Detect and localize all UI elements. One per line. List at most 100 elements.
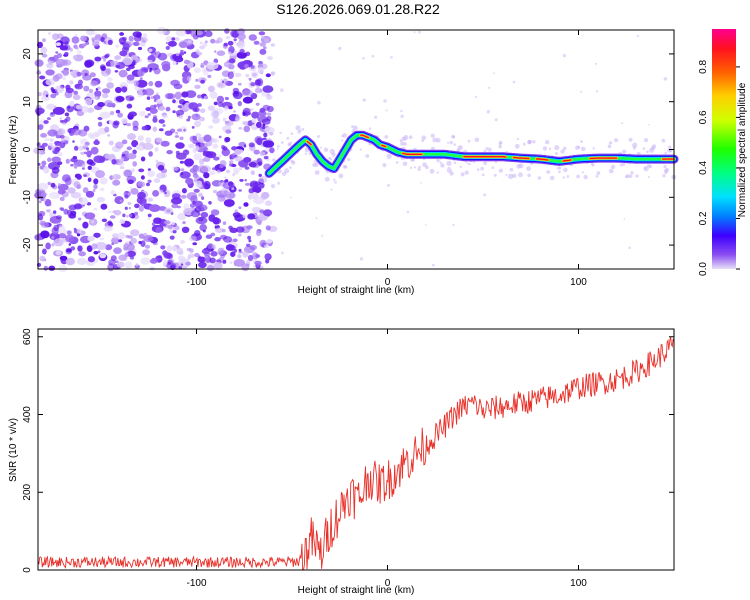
noise-speckle	[239, 166, 243, 171]
faint-dot	[556, 167, 559, 170]
noise-speckle	[74, 33, 78, 37]
noise-speckle	[256, 121, 262, 128]
noise-speckle	[222, 78, 228, 85]
noise-speckle	[103, 41, 107, 44]
ridge-haze	[614, 138, 619, 143]
noise-speckle	[244, 64, 249, 69]
ridge-haze	[592, 147, 595, 150]
noise-speckle	[195, 78, 199, 82]
ridge-haze	[270, 184, 276, 189]
ridge-haze	[324, 176, 330, 182]
noise-speckle	[202, 157, 211, 162]
noise-speckle	[228, 58, 236, 64]
x-tick-label: -100	[187, 277, 207, 288]
noise-speckle	[265, 225, 271, 231]
ridge-haze	[516, 163, 522, 169]
snr-line	[37, 336, 675, 571]
noise-speckle	[158, 105, 166, 111]
noise-speckle	[152, 126, 157, 132]
noise-speckle	[210, 232, 216, 237]
noise-speckle	[237, 41, 246, 49]
noise-speckle	[133, 41, 140, 47]
noise-speckle	[174, 37, 180, 41]
noise-speckle	[90, 220, 95, 224]
noise-speckle	[124, 194, 129, 199]
noise-speckle	[187, 256, 191, 260]
ridge-haze	[648, 164, 653, 169]
noise-speckle	[206, 264, 215, 272]
noise-speckle	[72, 72, 78, 79]
noise-speckle	[224, 176, 228, 179]
noise-speckle	[227, 40, 234, 46]
ridge-haze	[440, 163, 445, 168]
noise-speckle	[91, 243, 98, 250]
ridge-haze	[635, 174, 639, 178]
noise-speckle	[51, 235, 55, 240]
noise-speckle	[256, 157, 263, 166]
noise-speckle	[76, 233, 81, 237]
noise-speckle	[197, 204, 208, 212]
ridge-hot-red	[402, 152, 423, 156]
noise-speckle	[59, 45, 69, 51]
noise-speckle	[92, 131, 101, 137]
noise-speckle	[121, 118, 128, 124]
noise-speckle	[72, 55, 77, 60]
faint-dot	[400, 109, 403, 113]
noise-speckle	[236, 114, 239, 118]
noise-speckle	[225, 36, 231, 40]
noise-speckle	[185, 177, 194, 185]
noise-speckle	[107, 210, 112, 213]
y-tick-label: 400	[22, 406, 33, 423]
noise-speckle	[49, 191, 61, 199]
faint-dot	[397, 156, 399, 159]
noise-speckle	[103, 58, 107, 62]
noise-speckle	[35, 107, 45, 115]
noise-speckle	[174, 227, 179, 230]
noise-speckle	[130, 229, 140, 237]
noise-speckle	[121, 139, 128, 145]
noise-speckle	[109, 215, 116, 219]
noise-speckle	[193, 188, 200, 193]
ridge-haze	[542, 146, 548, 151]
ridge-haze	[277, 181, 281, 185]
noise-speckle	[157, 52, 168, 61]
noise-speckle	[71, 36, 80, 44]
colorbar-label: Normalized spectral amplitude	[737, 82, 748, 217]
noise-speckle	[68, 243, 72, 246]
noise-speckle	[78, 145, 84, 151]
noise-speckle	[55, 215, 63, 220]
faint-dot	[580, 90, 583, 93]
ridge-haze	[290, 159, 294, 163]
noise-speckle	[155, 137, 163, 143]
noise-speckle	[41, 142, 48, 147]
noise-speckle	[84, 97, 93, 106]
noise-speckle	[37, 182, 49, 191]
noise-speckle	[76, 110, 85, 116]
noise-speckle	[193, 153, 202, 161]
faint-dot	[317, 135, 320, 138]
noise-speckle	[38, 200, 42, 204]
ridge-haze	[431, 146, 435, 151]
noise-speckle	[38, 210, 46, 217]
noise-speckle	[245, 182, 250, 186]
faint-dot	[636, 34, 640, 38]
noise-speckle	[227, 71, 234, 79]
signal-ridge-layer	[264, 130, 679, 178]
noise-speckle	[120, 42, 125, 45]
noise-speckle	[76, 50, 82, 54]
noise-speckle	[46, 117, 51, 121]
noise-speckle	[232, 167, 240, 173]
faint-dot	[663, 77, 668, 81]
noise-speckle	[238, 82, 242, 86]
noise-speckle	[266, 105, 274, 113]
ridge-haze	[457, 145, 463, 151]
noise-speckle	[259, 107, 266, 113]
noise-speckle	[195, 30, 203, 36]
noise-speckle	[231, 146, 238, 151]
ridge-haze	[629, 174, 633, 178]
faint-dot	[413, 31, 416, 34]
noise-speckle	[162, 260, 169, 264]
noise-speckle	[54, 85, 65, 94]
noise-speckle	[243, 125, 251, 133]
faint-dot	[321, 234, 324, 237]
